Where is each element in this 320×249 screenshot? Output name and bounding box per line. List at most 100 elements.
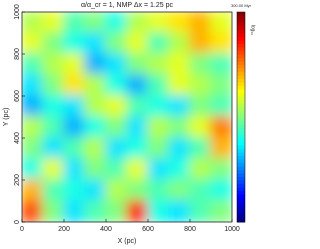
cell xyxy=(84,179,107,202)
cell xyxy=(210,53,232,76)
cell xyxy=(42,158,65,181)
cell xyxy=(189,179,212,202)
cell xyxy=(22,179,44,202)
colorbar xyxy=(237,12,245,223)
colorbar-step xyxy=(237,29,245,34)
cell xyxy=(42,95,65,118)
cell xyxy=(105,95,128,118)
chart-title: α/α_cr = 1, NMP Δx = 1.25 pc xyxy=(81,2,174,9)
cell xyxy=(210,158,232,181)
cell xyxy=(84,116,107,139)
cell xyxy=(168,12,191,34)
colorbar-step xyxy=(237,145,245,149)
cell xyxy=(63,32,86,55)
colorbar-step xyxy=(237,124,245,128)
colorbar-title: 300.00 Myr xyxy=(231,3,252,8)
cell xyxy=(63,137,86,160)
cell xyxy=(126,32,149,55)
cell xyxy=(168,53,191,76)
cell xyxy=(147,158,170,181)
colorbar-step xyxy=(237,26,245,30)
cell xyxy=(22,200,44,222)
colorbar-step xyxy=(237,159,245,163)
cell xyxy=(63,179,86,202)
cell xyxy=(168,200,191,222)
cell xyxy=(168,137,191,160)
cell xyxy=(147,74,170,97)
cell xyxy=(147,137,170,160)
colorbar-step xyxy=(237,155,245,160)
colorbar-step xyxy=(237,110,245,114)
cell xyxy=(189,95,212,118)
cell xyxy=(126,200,149,222)
cell xyxy=(105,158,128,181)
colorbar-step xyxy=(237,134,245,139)
colorbar-step xyxy=(237,215,245,219)
cells xyxy=(22,12,232,222)
cell xyxy=(126,12,149,34)
cell xyxy=(63,116,86,139)
colorbar-step xyxy=(237,12,245,16)
colorbar-step xyxy=(237,71,245,76)
cell xyxy=(147,32,170,55)
cell xyxy=(63,95,86,118)
x-tick-label: 400 xyxy=(100,226,112,233)
cell xyxy=(210,12,232,34)
colorbar-step xyxy=(237,169,245,174)
cell xyxy=(126,74,149,97)
colorbar-step xyxy=(237,36,245,41)
cell xyxy=(105,137,128,160)
cell xyxy=(22,158,44,181)
colorbar-step xyxy=(237,204,245,209)
colorbar-step xyxy=(237,187,245,191)
cell xyxy=(189,116,212,139)
colorbar-step xyxy=(237,106,245,111)
cell xyxy=(105,12,128,34)
colorbar-step xyxy=(237,183,245,188)
colorbar-label: log₁₀ xyxy=(250,25,256,35)
cell xyxy=(105,74,128,97)
cell xyxy=(63,74,86,97)
cell xyxy=(42,53,65,76)
colorbar-step xyxy=(237,208,245,212)
colorbar-step xyxy=(237,120,245,125)
cell xyxy=(22,32,44,55)
cell xyxy=(84,95,107,118)
colorbar-step xyxy=(237,68,245,72)
cell xyxy=(168,32,191,55)
cell xyxy=(189,200,212,222)
y-tick-label: 200 xyxy=(14,174,21,186)
cell xyxy=(42,200,65,222)
chart: α/α_cr = 1, NMP Δx = 1.25 pc 300.00 Myr … xyxy=(3,2,256,245)
colorbar-step xyxy=(237,211,245,216)
colorbar-step xyxy=(237,50,245,55)
colorbar-step xyxy=(237,218,245,223)
colorbar-step xyxy=(237,131,245,135)
cell xyxy=(189,137,212,160)
colorbar-step xyxy=(237,92,245,97)
y-tick-label: 0 xyxy=(14,220,21,224)
colorbar-step xyxy=(237,127,245,132)
y-tick-label: 400 xyxy=(14,132,21,144)
cell xyxy=(22,53,44,76)
y-axis-label: Y (pc) xyxy=(3,108,10,127)
cell xyxy=(84,53,107,76)
cell xyxy=(22,95,44,118)
cell xyxy=(189,53,212,76)
cell xyxy=(147,53,170,76)
cell xyxy=(42,179,65,202)
cell xyxy=(168,179,191,202)
cell xyxy=(84,32,107,55)
colorbar-step xyxy=(237,197,245,202)
colorbar-step xyxy=(237,138,245,142)
colorbar-step xyxy=(237,22,245,27)
x-tick-label: 200 xyxy=(58,226,70,233)
cell xyxy=(147,179,170,202)
colorbar-step xyxy=(237,96,245,100)
colorbar-step xyxy=(237,61,245,65)
colorbar-step xyxy=(237,103,245,107)
colorbar-step xyxy=(237,40,245,44)
cell xyxy=(84,158,107,181)
colorbar-step xyxy=(237,57,245,62)
cell xyxy=(42,116,65,139)
